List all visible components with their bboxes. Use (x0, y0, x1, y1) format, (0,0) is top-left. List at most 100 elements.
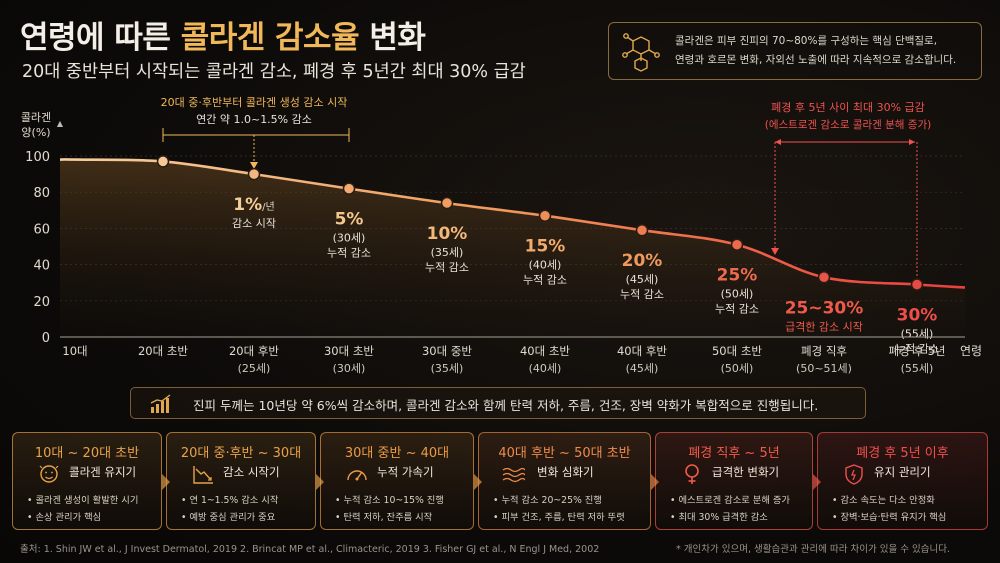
stage-arrow (813, 474, 821, 490)
female-icon (685, 464, 699, 484)
y-axis-label: 콜라겐 (21, 111, 51, 124)
stage-bullet: • 손상 관리가 핵심 (27, 512, 102, 523)
x-tick-label: 10대 (62, 344, 87, 358)
title-highlight: 콜라겐 감소율 (180, 20, 360, 56)
annotation-text: 폐경 후 5년 사이 최대 30% 급감 (771, 101, 925, 114)
wave-icon (502, 467, 525, 483)
stage-bullet: • 탄력 저하, 잔주름 시작 (335, 512, 433, 523)
shield-icon (845, 464, 863, 485)
x-tick-label: 20대 후반 (229, 344, 279, 358)
y-tick-label: 0 (42, 331, 50, 346)
info-text: 콜라겐은 피부 진피의 70~80%를 구성하는 핵심 단백질로, 연령과 호르… (675, 32, 975, 70)
stage-bullet: • 에스트로겐 감소로 분해 증가 (670, 495, 790, 506)
data-point (156, 155, 170, 168)
data-point (730, 238, 744, 251)
stage-bullet: • 장벽·보습·탄력 유지가 핵심 (832, 512, 947, 523)
stage-subtitle: 급격한 변화기 (712, 465, 780, 479)
x-tick-sublabel: (50세) (721, 362, 754, 375)
point-label-value: 30% (897, 306, 938, 326)
stage-subtitle: 감소 시작기 (223, 465, 280, 479)
stage-bullet: • 피부 건조, 주름, 탄력 저하 뚜렷 (493, 512, 625, 523)
page-title: 연령에 따른 콜라겐 감소율 변화 (20, 12, 426, 57)
face-icon (39, 465, 59, 483)
point-label-line: (40세) (529, 259, 562, 272)
stage-title: 10대 ~ 20대 초반 (34, 446, 140, 461)
point-label-line: 감소 시작 (232, 217, 276, 230)
stage-card: 30대 중반 ~ 40대 누적 가속기 • 누적 감소 10~15% 진행 • 탄력 … (320, 432, 482, 530)
x-tick-sublabel: (30세) (333, 362, 366, 375)
data-point (635, 223, 649, 237)
title-suffix: 변화 (359, 20, 426, 56)
page-subtitle: 20대 중반부터 시작되는 콜라겐 감소, 폐경 후 5년간 최대 30% 급감 (22, 62, 526, 82)
stage-subtitle: 변화 심화기 (537, 465, 594, 479)
area-layer (60, 159, 965, 337)
x-tick-label: 40대 후반 (617, 344, 667, 358)
x-tick-sublabel: (35세) (431, 362, 464, 375)
point-label-value: 10% (427, 224, 468, 244)
x-tick-sublabel: (40세) (529, 362, 562, 375)
data-point (342, 182, 356, 195)
point-label-value: 15% (525, 237, 566, 257)
stage-bullet: • 예방 중심 관리가 중요 (181, 512, 276, 523)
info-box: 콜라겐은 피부 진피의 70~80%를 구성하는 핵심 단백질로, 연령과 호르… (608, 22, 982, 80)
stage-card: 20대 중·후반 ~ 30대 감소 시작기 • 연 1~1.5% 감소 시작 • 예방… (166, 432, 324, 530)
annotation-text: (에스트로겐 감소로 콜라겐 분해 증가) (765, 118, 931, 131)
point-label-line: 누적 감소 (523, 274, 567, 287)
point-label-value: 25% (717, 266, 758, 286)
y-tick-label: 80 (33, 186, 50, 201)
y-axis-arrow: ▲ (57, 119, 64, 128)
trend-chart-icon (150, 394, 171, 413)
x-tick-sublabel: (45세) (626, 362, 659, 375)
stage-title: 폐경 직후 ~ 5년 (688, 446, 780, 461)
point-label-unit: /년 (262, 201, 275, 213)
stage-subtitle: 누적 가속기 (377, 465, 434, 479)
x-tick-sublabel: (50~51세) (796, 362, 852, 375)
y-tick-label: 20 (33, 295, 50, 310)
data-point (440, 196, 454, 210)
x-tick-label: 20대 초반 (138, 344, 188, 358)
annotation-text: 연간 약 1.0~1.5% 감소 (196, 112, 312, 126)
point-label-value: 20% (622, 251, 663, 271)
point-label-value: 5% (335, 210, 364, 230)
info-line-1: 콜라겐은 피부 진피의 70~80%를 구성하는 핵심 단백질로, (675, 35, 938, 47)
data-point (817, 271, 831, 284)
x-tick-sublabel: (55세) (901, 362, 934, 375)
x-tick-label: 폐경 후 5년 (889, 344, 946, 358)
stage-bullet: • 최대 30% 급격한 감소 (670, 512, 768, 523)
point-label-line: 누적 감소 (715, 303, 759, 316)
area-fill (60, 159, 965, 337)
stage-subtitle: 유지 관리기 (874, 465, 931, 479)
stage-arrow (474, 474, 482, 490)
speedometer-icon (347, 470, 367, 481)
point-label-line: (35세) (431, 246, 464, 259)
point-label-line: (30세) (333, 232, 366, 245)
stage-arrow (162, 474, 170, 490)
stage-bullet: • 콜라겐 생성이 활발한 시기 (27, 495, 139, 506)
insight-text: 진피 두께는 10년당 약 6%씩 감소하며, 콜라겐 감소와 함께 탄력 저하… (193, 398, 819, 413)
declining-chart-icon (193, 466, 213, 484)
x-tick-label: 50대 초반 (712, 344, 762, 358)
stage-card: 40대 후반 ~ 50대 초반 변화 심화기 • 누적 감소 20~25% 진행 • … (478, 432, 659, 530)
stage-arrow (316, 474, 324, 490)
stage-card: 10대 ~ 20대 초반 콜라겐 유지기 • 콜라겐 생성이 활발한 시기 • 손상 … (12, 432, 170, 530)
point-label-line: (45세) (626, 273, 659, 286)
point-label-line: (50세) (721, 288, 754, 301)
x-tick-sublabel: (25세) (238, 362, 271, 375)
stage-title: 폐경 후 5년 이후 (856, 446, 949, 461)
stage-card: 폐경 후 5년 이후 유지 관리기 • 감소 속도는 다소 안정화 • 장벽·보습·탄… (817, 432, 988, 530)
point-label-line: 누적 감소 (620, 288, 664, 301)
point-label-line: 급격한 감소 시작 (785, 320, 863, 333)
title-prefix: 연령에 따른 (20, 20, 181, 56)
x-tick-label: 40대 초반 (520, 344, 570, 358)
point-label-line: (55세) (901, 328, 934, 341)
annotation-arrowhead (771, 248, 779, 255)
annotation-text: 20대 중·후반부터 콜라겐 생성 감소 시작 (161, 96, 348, 109)
annotation-bracket (162, 128, 350, 142)
x-tick-label: 30대 초반 (324, 344, 374, 358)
source-citation: 출처: 1. Shin JW et al., J Invest Dermatol… (20, 544, 600, 555)
x-tick-label: 폐경 직후 (801, 344, 847, 358)
stage-title: 20대 중·후반 ~ 30대 (180, 446, 302, 461)
